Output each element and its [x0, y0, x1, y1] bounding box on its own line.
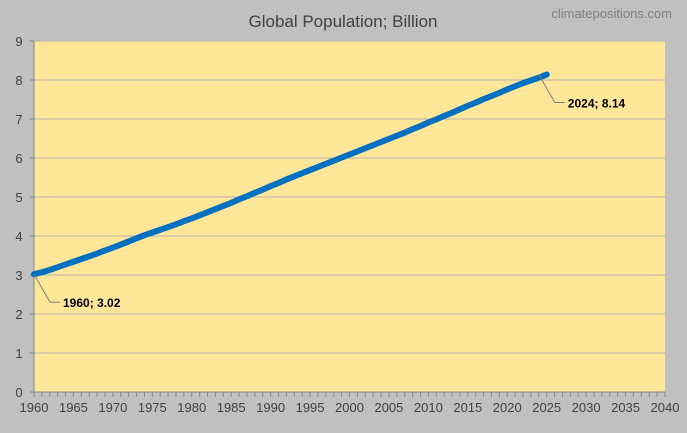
data-label: 1960; 3.02	[63, 296, 121, 310]
y-tick-label: 1	[15, 346, 22, 361]
x-tick-label: 2005	[374, 400, 403, 415]
x-tick-label: 1970	[98, 400, 127, 415]
x-tick-label: 1995	[296, 400, 325, 415]
x-tick-label: 2040	[651, 400, 680, 415]
chart-title: Global Population; Billion	[248, 12, 437, 31]
y-tick-label: 2	[15, 307, 22, 322]
x-tick-label: 1980	[177, 400, 206, 415]
x-tick-label: 2035	[611, 400, 640, 415]
y-tick-label: 5	[15, 190, 22, 205]
plot-area	[34, 41, 665, 392]
y-tick-label: 3	[15, 268, 22, 283]
y-tick-label: 4	[15, 229, 22, 244]
x-tick-label: 2015	[453, 400, 482, 415]
y-tick-label: 6	[15, 151, 22, 166]
y-tick-label: 8	[15, 73, 22, 88]
x-tick-label: 1990	[256, 400, 285, 415]
y-tick-label: 0	[15, 385, 22, 400]
x-tick-label: 1985	[217, 400, 246, 415]
x-tick-label: 2010	[414, 400, 443, 415]
watermark: climatepositions.com	[551, 6, 672, 21]
x-tick-label: 2020	[493, 400, 522, 415]
x-tick-label: 2030	[572, 400, 601, 415]
x-tick-label: 1960	[20, 400, 49, 415]
y-tick-label: 9	[15, 34, 22, 49]
x-tick-label: 1965	[59, 400, 88, 415]
x-tick-label: 1975	[138, 400, 167, 415]
y-tick-label: 7	[15, 112, 22, 127]
x-tick-label: 2025	[532, 400, 561, 415]
data-label: 2024; 8.14	[568, 97, 626, 111]
x-tick-label: 2000	[335, 400, 364, 415]
